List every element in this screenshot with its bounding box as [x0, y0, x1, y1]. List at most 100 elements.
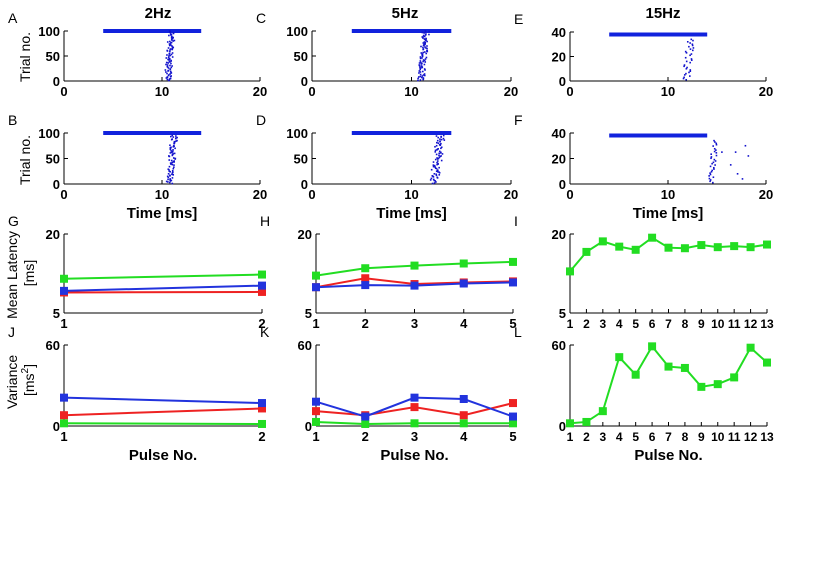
y-tick-label: 0: [559, 419, 566, 434]
x-axis-label: Time [ms]: [127, 205, 198, 222]
data-point-red: [60, 411, 68, 420]
spike-dot: [419, 73, 422, 76]
spike-dot: [422, 48, 425, 50]
spike-dot: [432, 178, 435, 181]
spike-dot: [165, 77, 168, 79]
panel-label: L: [514, 324, 522, 340]
x-tick-label: 0: [308, 187, 315, 202]
spike-dot: [688, 45, 690, 48]
data-point-red: [459, 411, 468, 420]
spike-dot: [166, 76, 169, 78]
x-tick-label: 10: [155, 187, 169, 202]
spike-dot: [171, 56, 174, 58]
column-title-5hz: 5Hz: [392, 5, 419, 22]
data-point-green: [410, 261, 419, 270]
spike-dot: [175, 137, 177, 139]
x-tick-label: 4: [460, 429, 468, 444]
x-tick-label: 9: [698, 317, 705, 331]
spike-dot: [424, 42, 426, 45]
spike-dot: [167, 168, 170, 171]
spike-dot: [420, 45, 422, 48]
column-title-15hz: 15Hz: [645, 5, 680, 22]
spike-dot: [709, 179, 712, 181]
spike-dot: [690, 38, 693, 41]
spike-dot: [691, 43, 694, 46]
spike-dot: [170, 59, 172, 62]
x-tick-label: 4: [616, 317, 623, 331]
data-point-blue: [60, 286, 68, 295]
spike-dot: [170, 41, 173, 44]
spike-dot: [165, 180, 168, 183]
panel-label: B: [8, 112, 17, 128]
spike-dot: [437, 157, 440, 160]
spike-dot: [683, 76, 685, 79]
spike-dot: [165, 61, 168, 64]
spike-dot: [683, 74, 686, 76]
ylabel-variance-sup: 2: [20, 367, 31, 373]
data-point-green: [713, 243, 722, 252]
spike-dot: [424, 30, 427, 32]
spike-dot: [689, 69, 692, 71]
spike-dot: [423, 41, 426, 43]
spike-dot: [710, 171, 713, 173]
panel-h: H 1 2 3 4 5 5 20: [260, 213, 517, 331]
spike-dot: [172, 36, 174, 39]
spike-dot: [435, 174, 438, 177]
spike-dot: [713, 168, 715, 170]
spike-dot: [419, 75, 422, 78]
spike-dot: [684, 56, 687, 59]
spike-dot: [170, 38, 173, 41]
spike-dot: [169, 54, 171, 57]
x-tick-label: 20: [759, 84, 773, 99]
spike-dot: [434, 166, 436, 168]
spike-dot: [428, 33, 430, 36]
data-point-green: [459, 259, 468, 268]
spike-dot: [434, 145, 436, 148]
spike-dot: [168, 57, 171, 60]
spike-dot: [173, 160, 175, 162]
spike-dot: [169, 77, 172, 80]
spike-dot: [435, 153, 438, 156]
x-tick-label: 1: [312, 429, 319, 444]
data-point-green: [60, 419, 68, 428]
series-line-blue: [63, 396, 263, 405]
data-point-green: [60, 274, 68, 283]
spike-dot: [173, 164, 175, 166]
y-tick-label: 20: [552, 50, 566, 65]
spike-dot: [168, 170, 171, 173]
spike-dot: [436, 161, 438, 164]
spike-dot: [713, 147, 716, 150]
data-point-green: [459, 419, 468, 428]
data-point-green: [680, 363, 689, 372]
spike-dot: [424, 31, 427, 33]
y-tick-label: 50: [46, 49, 60, 64]
spike-dot: [439, 140, 441, 142]
spike-dot: [171, 52, 174, 54]
spike-dot: [425, 33, 427, 35]
spike-dot: [715, 142, 718, 145]
spike-dot: [714, 141, 716, 143]
spike-dot: [422, 77, 425, 79]
data-point-green: [582, 417, 591, 426]
spike-dot: [423, 35, 426, 38]
x-tick-label: 0: [566, 84, 573, 99]
spike-dot: [168, 44, 171, 47]
spike-dot: [438, 174, 441, 176]
y-tick-label: 60: [298, 338, 312, 353]
spike-dot: [715, 149, 717, 151]
spike-dot: [168, 159, 171, 161]
panel-k: K 1 2 3 4 5 0 60 Pulse No.: [260, 324, 517, 464]
x-tick-label: 0: [60, 84, 67, 99]
x-axis-label: Time [ms]: [633, 205, 704, 222]
y-tick-label: 20: [298, 227, 312, 242]
data-point-green: [615, 353, 624, 362]
spike-dot: [168, 79, 171, 81]
spike-dot: [424, 51, 426, 53]
spike-dot: [691, 44, 694, 47]
spike-dot: [171, 35, 173, 38]
spike-dot: [441, 153, 444, 155]
spike-dot: [683, 64, 686, 66]
spike-dot: [167, 62, 170, 64]
ylabel-variance-line1: Variance: [4, 355, 20, 409]
